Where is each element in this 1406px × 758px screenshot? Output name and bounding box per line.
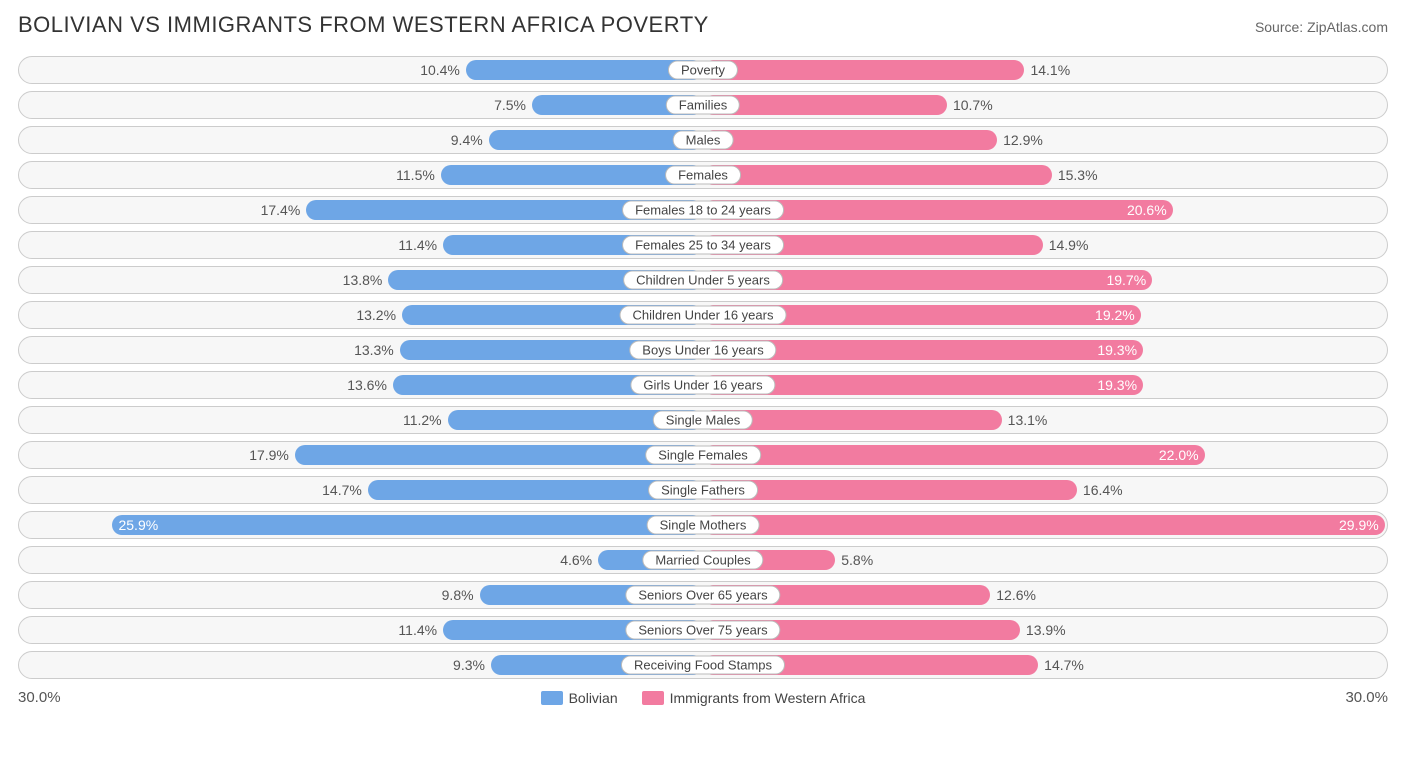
bar-right: 29.9% bbox=[703, 515, 1385, 535]
value-right: 19.7% bbox=[1106, 272, 1146, 288]
value-left: 9.4% bbox=[451, 132, 483, 148]
chart-footer: 30.0% Bolivian Immigrants from Western A… bbox=[18, 689, 1388, 706]
legend-left-label: Bolivian bbox=[569, 690, 618, 706]
bar-row: 25.9% 29.9% Single Mothers bbox=[18, 511, 1388, 539]
bar-row: 14.7% 16.4% Single Fathers bbox=[18, 476, 1388, 504]
legend-left: Bolivian bbox=[541, 690, 618, 706]
value-left: 11.4% bbox=[398, 237, 437, 253]
legend-right: Immigrants from Western Africa bbox=[642, 690, 866, 706]
category-label: Single Mothers bbox=[647, 516, 760, 535]
bar-container: 10.4% 14.1% Poverty 7.5% 10.7% Families 9.4% 12… bbox=[18, 56, 1388, 679]
value-right: 19.3% bbox=[1097, 342, 1137, 358]
category-label: Females 18 to 24 years bbox=[622, 201, 784, 220]
value-right: 16.4% bbox=[1083, 482, 1123, 498]
value-right: 29.9% bbox=[1339, 517, 1379, 533]
legend-right-swatch bbox=[642, 691, 664, 705]
value-left: 10.4% bbox=[420, 62, 460, 78]
bar-row: 11.4% 13.9% Seniors Over 75 years bbox=[18, 616, 1388, 644]
value-right: 14.9% bbox=[1049, 237, 1089, 253]
category-label: Families bbox=[666, 96, 740, 115]
value-right: 12.6% bbox=[996, 587, 1036, 603]
category-label: Married Couples bbox=[642, 551, 763, 570]
value-left: 7.5% bbox=[494, 97, 526, 113]
bar-left bbox=[489, 130, 703, 150]
bar-right bbox=[703, 60, 1024, 80]
value-right: 20.6% bbox=[1127, 202, 1167, 218]
bar-row: 9.8% 12.6% Seniors Over 65 years bbox=[18, 581, 1388, 609]
category-label: Poverty bbox=[668, 61, 738, 80]
value-right: 15.3% bbox=[1058, 167, 1098, 183]
value-right: 13.1% bbox=[1008, 412, 1048, 428]
category-label: Single Males bbox=[653, 411, 753, 430]
category-label: Receiving Food Stamps bbox=[621, 656, 785, 675]
value-left: 17.9% bbox=[249, 447, 289, 463]
bar-row: 13.8% 19.7% Children Under 5 years bbox=[18, 266, 1388, 294]
category-label: Seniors Over 75 years bbox=[625, 621, 780, 640]
category-label: Seniors Over 65 years bbox=[625, 586, 780, 605]
bar-row: 7.5% 10.7% Families bbox=[18, 91, 1388, 119]
value-left: 9.8% bbox=[442, 587, 474, 603]
bar-row: 9.4% 12.9% Males bbox=[18, 126, 1388, 154]
value-right: 22.0% bbox=[1159, 447, 1199, 463]
legend-right-label: Immigrants from Western Africa bbox=[670, 690, 866, 706]
bar-right: 22.0% bbox=[703, 445, 1205, 465]
bar-row: 13.3% 19.3% Boys Under 16 years bbox=[18, 336, 1388, 364]
bar-row: 11.4% 14.9% Females 25 to 34 years bbox=[18, 231, 1388, 259]
bar-row: 4.6% 5.8% Married Couples bbox=[18, 546, 1388, 574]
bar-right bbox=[703, 130, 997, 150]
value-left: 11.5% bbox=[396, 167, 435, 183]
category-label: Males bbox=[673, 131, 734, 150]
value-left: 9.3% bbox=[453, 657, 485, 673]
bar-row: 9.3% 14.7% Receiving Food Stamps bbox=[18, 651, 1388, 679]
value-right: 19.2% bbox=[1095, 307, 1135, 323]
value-right: 5.8% bbox=[841, 552, 873, 568]
value-right: 13.9% bbox=[1026, 622, 1066, 638]
value-right: 12.9% bbox=[1003, 132, 1043, 148]
bar-row: 13.6% 19.3% Girls Under 16 years bbox=[18, 371, 1388, 399]
value-left: 17.4% bbox=[261, 202, 301, 218]
bar-row: 17.9% 22.0% Single Females bbox=[18, 441, 1388, 469]
bar-row: 11.2% 13.1% Single Males bbox=[18, 406, 1388, 434]
bar-right bbox=[703, 480, 1077, 500]
bar-row: 10.4% 14.1% Poverty bbox=[18, 56, 1388, 84]
value-right: 14.1% bbox=[1030, 62, 1070, 78]
bar-left bbox=[441, 165, 703, 185]
value-right: 19.3% bbox=[1097, 377, 1137, 393]
chart-title: BOLIVIAN VS IMMIGRANTS FROM WESTERN AFRI… bbox=[18, 12, 709, 38]
value-left: 11.4% bbox=[398, 622, 437, 638]
value-left: 13.2% bbox=[356, 307, 396, 323]
bar-left: 25.9% bbox=[112, 515, 703, 535]
axis-right-max: 30.0% bbox=[1345, 689, 1388, 706]
category-label: Children Under 5 years bbox=[623, 271, 783, 290]
axis-left-max: 30.0% bbox=[18, 689, 61, 706]
bar-row: 17.4% 20.6% Females 18 to 24 years bbox=[18, 196, 1388, 224]
value-left: 11.2% bbox=[403, 412, 442, 428]
value-left: 13.3% bbox=[354, 342, 394, 358]
legend-left-swatch bbox=[541, 691, 563, 705]
bar-left bbox=[295, 445, 703, 465]
category-label: Single Fathers bbox=[648, 481, 758, 500]
legend: Bolivian Immigrants from Western Africa bbox=[541, 690, 866, 706]
category-label: Females bbox=[665, 166, 741, 185]
value-right: 14.7% bbox=[1044, 657, 1084, 673]
category-label: Single Females bbox=[645, 446, 761, 465]
category-label: Females 25 to 34 years bbox=[622, 236, 784, 255]
bar-right bbox=[703, 165, 1052, 185]
value-right: 10.7% bbox=[953, 97, 993, 113]
category-label: Girls Under 16 years bbox=[630, 376, 775, 395]
value-left: 25.9% bbox=[118, 517, 158, 533]
chart-header: BOLIVIAN VS IMMIGRANTS FROM WESTERN AFRI… bbox=[18, 12, 1388, 38]
category-label: Children Under 16 years bbox=[620, 306, 787, 325]
value-left: 4.6% bbox=[560, 552, 592, 568]
chart-source: Source: ZipAtlas.com bbox=[1255, 19, 1388, 35]
value-left: 13.8% bbox=[343, 272, 383, 288]
bar-row: 13.2% 19.2% Children Under 16 years bbox=[18, 301, 1388, 329]
category-label: Boys Under 16 years bbox=[629, 341, 776, 360]
bar-row: 11.5% 15.3% Females bbox=[18, 161, 1388, 189]
value-left: 14.7% bbox=[322, 482, 362, 498]
value-left: 13.6% bbox=[347, 377, 387, 393]
